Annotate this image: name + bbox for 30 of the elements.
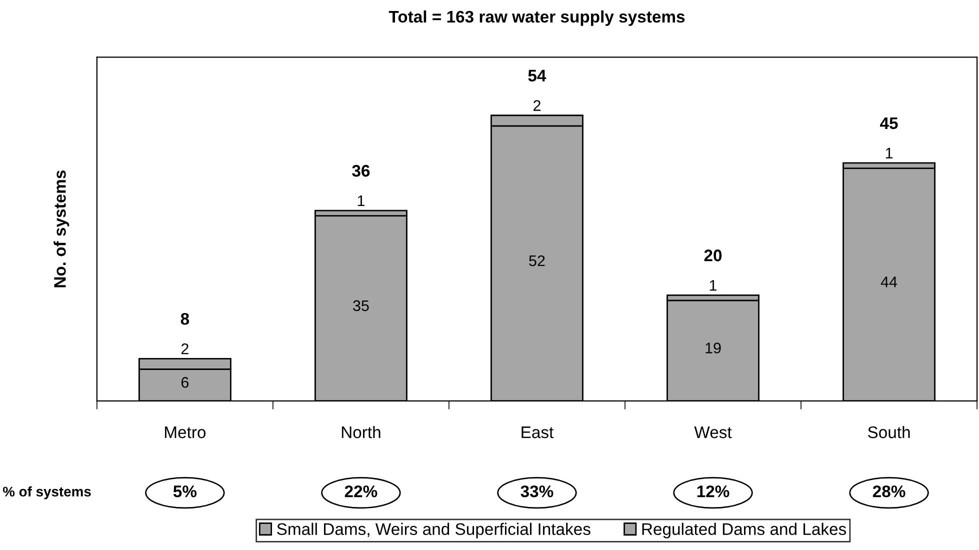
y-axis-title: No. of systems — [54, 170, 70, 288]
text: 5% — [173, 486, 197, 498]
x-tick-label: Metro — [165, 426, 206, 438]
x-tick-label: West — [694, 426, 732, 438]
text: % of systems — [2, 486, 91, 500]
data-label: 2 — [534, 100, 540, 111]
text: 12% — [697, 485, 730, 498]
total-label: 54 — [528, 70, 546, 82]
chart-title: Total = 163 raw water supply systems — [388, 10, 685, 26]
total-label: 36 — [352, 164, 370, 177]
legend-label: Small Dams, Weirs and Superficial Intakes — [277, 522, 590, 538]
legend-label: Regulated Dams and Lakes — [642, 522, 846, 538]
data-label: 1 — [886, 148, 893, 158]
x-tick-label: East — [522, 426, 554, 438]
data-label: 52 — [529, 255, 545, 266]
data-label: 44 — [880, 276, 898, 288]
text: 22% — [344, 485, 378, 498]
total-label: 45 — [880, 117, 898, 130]
total-label: 20 — [704, 250, 722, 262]
data-label: 1 — [358, 195, 364, 206]
x-tick-label: North — [342, 426, 380, 438]
data-label: 19 — [706, 342, 721, 354]
data-label: 6 — [181, 376, 189, 388]
data-label: 2 — [181, 343, 188, 354]
x-tick-label: South — [868, 426, 910, 438]
data-label: 35 — [353, 300, 369, 312]
total-label: 8 — [180, 312, 190, 325]
text: 28% — [872, 485, 906, 498]
text: 33% — [520, 485, 554, 498]
data-label: 1 — [710, 280, 717, 291]
